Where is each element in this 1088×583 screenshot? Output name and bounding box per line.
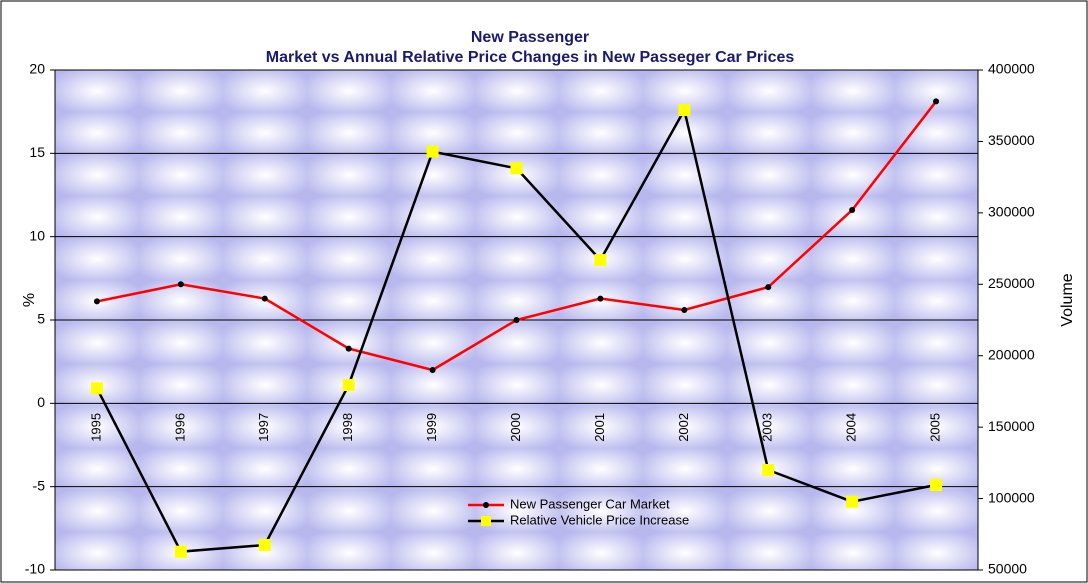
marker <box>513 317 520 323</box>
legend-label: Relative Vehicle Price Increase <box>510 512 689 527</box>
y2-tick-label: 300000 <box>988 204 1035 220</box>
legend-marker <box>483 502 489 508</box>
x-tick-label: 2005 <box>927 413 942 442</box>
marker <box>510 162 523 175</box>
marker <box>177 281 184 288</box>
y2-tick-label: 50000 <box>988 561 1027 577</box>
x-tick-label: 2000 <box>508 413 523 442</box>
y2-axis-label: Volume <box>1059 273 1076 326</box>
y-tick-label: 0 <box>37 394 45 410</box>
chart-subtitle: Market vs Annual Relative Price Changes … <box>266 49 795 66</box>
marker <box>846 495 859 508</box>
y-tick-label: -5 <box>33 477 46 493</box>
marker <box>90 382 103 395</box>
marker <box>930 479 943 491</box>
y-tick-label: 15 <box>29 144 45 160</box>
x-tick-label: 2002 <box>676 413 691 442</box>
marker <box>765 284 772 291</box>
y2-tick-label: 200000 <box>988 346 1035 362</box>
marker <box>429 367 436 373</box>
marker <box>678 104 691 116</box>
x-tick-label: 2001 <box>592 413 607 442</box>
y-tick-label: 10 <box>29 227 45 243</box>
marker <box>597 295 604 302</box>
legend-marker <box>481 516 491 526</box>
x-tick-label: 1999 <box>424 413 439 442</box>
x-tick-label: 1995 <box>88 413 103 442</box>
marker <box>93 298 100 305</box>
marker <box>261 295 268 302</box>
marker <box>681 307 688 313</box>
marker <box>762 464 775 476</box>
y2-tick-label: 400000 <box>988 61 1035 77</box>
marker <box>258 539 271 551</box>
x-tick-label: 2004 <box>844 413 859 442</box>
y2-tick-label: 100000 <box>988 489 1035 505</box>
y2-tick-label: 150000 <box>988 418 1035 434</box>
y-tick-label: 5 <box>37 311 45 327</box>
marker <box>849 207 856 213</box>
marker <box>594 254 607 266</box>
y-tick-label: 20 <box>29 61 45 77</box>
x-tick-label: 1998 <box>340 413 355 442</box>
x-tick-label: 1996 <box>172 413 187 442</box>
y-axis-label: % <box>21 293 38 307</box>
marker <box>345 345 352 352</box>
y2-tick-label: 350000 <box>988 132 1035 148</box>
marker <box>933 98 940 105</box>
x-tick-label: 2003 <box>760 413 775 442</box>
y2-tick-label: 250000 <box>988 275 1035 291</box>
marker <box>174 545 187 558</box>
marker <box>426 145 439 158</box>
marker <box>342 379 355 391</box>
y-tick-label: -10 <box>25 561 45 577</box>
x-tick-label: 1997 <box>256 413 271 442</box>
chart-title: New Passenger <box>471 29 589 46</box>
legend-label: New Passenger Car Market <box>510 496 670 511</box>
